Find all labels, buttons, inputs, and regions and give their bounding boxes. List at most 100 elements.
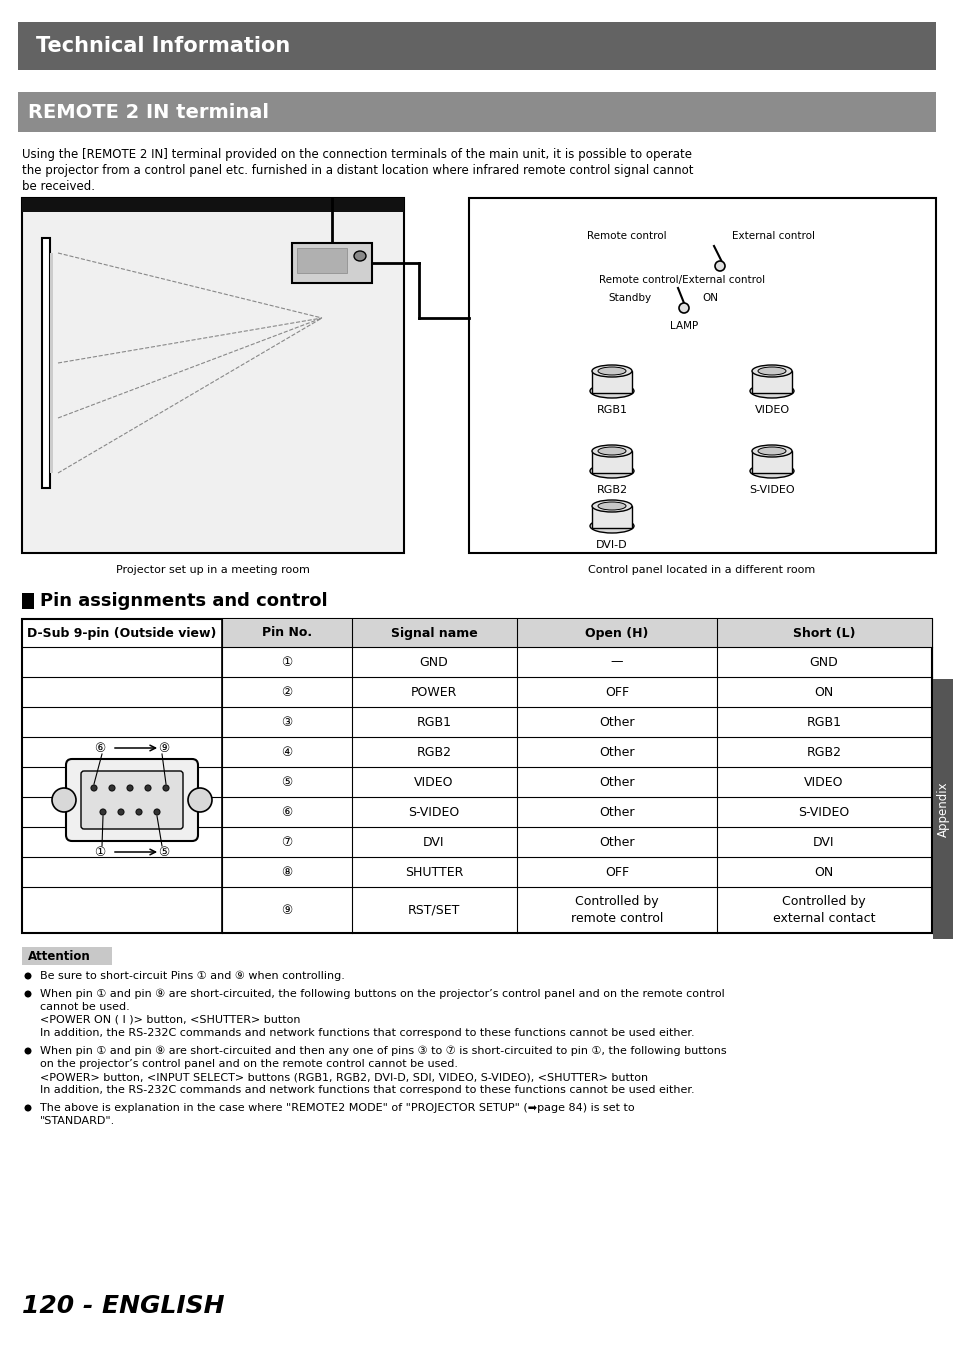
Ellipse shape bbox=[354, 251, 366, 261]
Text: Standby: Standby bbox=[608, 293, 651, 302]
Circle shape bbox=[109, 784, 115, 791]
Text: ON: ON bbox=[701, 293, 718, 302]
Ellipse shape bbox=[751, 446, 791, 458]
Text: <POWER> button, <INPUT SELECT> buttons (RGB1, RGB2, DVI-D, SDI, VIDEO, S-VIDEO),: <POWER> button, <INPUT SELECT> buttons (… bbox=[40, 1072, 647, 1081]
Text: ①: ① bbox=[281, 656, 293, 668]
Text: ⑤: ⑤ bbox=[158, 845, 170, 859]
Text: ①: ① bbox=[94, 845, 106, 859]
Text: "STANDARD".: "STANDARD". bbox=[40, 1116, 115, 1126]
Text: <POWER ON ( I )> button, <SHUTTER> button: <POWER ON ( I )> button, <SHUTTER> butto… bbox=[40, 1015, 300, 1025]
Ellipse shape bbox=[758, 447, 785, 455]
Text: GND: GND bbox=[419, 656, 448, 668]
Bar bbox=[50, 252, 53, 472]
Text: Pin assignments and control: Pin assignments and control bbox=[40, 593, 327, 610]
Circle shape bbox=[127, 784, 132, 791]
Text: Controlled by
external contact: Controlled by external contact bbox=[772, 895, 874, 925]
Text: ④: ④ bbox=[281, 745, 293, 759]
Text: RGB2: RGB2 bbox=[805, 745, 841, 759]
Text: REMOTE 2 IN terminal: REMOTE 2 IN terminal bbox=[28, 103, 269, 122]
Circle shape bbox=[679, 302, 688, 313]
Text: RST/SET: RST/SET bbox=[407, 903, 459, 917]
Text: SHUTTER: SHUTTER bbox=[404, 865, 463, 879]
Circle shape bbox=[163, 784, 169, 791]
Text: VIDEO: VIDEO bbox=[803, 775, 842, 788]
Text: Projector set up in a meeting room: Projector set up in a meeting room bbox=[116, 566, 310, 575]
Bar bbox=[22, 198, 403, 212]
Text: ⑨: ⑨ bbox=[281, 903, 293, 917]
Text: ⑦: ⑦ bbox=[281, 836, 293, 849]
Text: DVI: DVI bbox=[423, 836, 444, 849]
Ellipse shape bbox=[749, 464, 793, 478]
Text: RGB2: RGB2 bbox=[416, 745, 451, 759]
Bar bbox=[592, 506, 631, 528]
Text: The above is explanation in the case where "REMOTE2 MODE" of "PROJECTOR SETUP" (: The above is explanation in the case whe… bbox=[40, 1103, 634, 1112]
Text: OFF: OFF bbox=[604, 865, 628, 879]
Circle shape bbox=[714, 261, 724, 271]
Text: DVI: DVI bbox=[812, 836, 834, 849]
Ellipse shape bbox=[589, 518, 634, 533]
Bar bbox=[22, 620, 931, 933]
Text: In addition, the RS-232C commands and network functions that correspond to these: In addition, the RS-232C commands and ne… bbox=[40, 1027, 694, 1038]
Bar bbox=[222, 620, 931, 647]
Text: Remote control: Remote control bbox=[587, 231, 666, 242]
Bar bbox=[18, 92, 935, 132]
Text: VIDEO: VIDEO bbox=[754, 405, 789, 414]
Text: Appendix: Appendix bbox=[936, 782, 948, 837]
Bar bbox=[751, 451, 791, 472]
Circle shape bbox=[25, 1104, 31, 1111]
Bar bbox=[296, 248, 347, 273]
Ellipse shape bbox=[751, 364, 791, 377]
Text: POWER: POWER bbox=[411, 686, 456, 698]
Ellipse shape bbox=[749, 383, 793, 398]
Text: cannot be used.: cannot be used. bbox=[40, 1002, 130, 1012]
Text: Other: Other bbox=[598, 716, 634, 729]
Text: OFF: OFF bbox=[604, 686, 628, 698]
Text: External control: External control bbox=[731, 231, 814, 242]
Bar bbox=[932, 679, 953, 940]
Circle shape bbox=[25, 991, 31, 998]
Text: Signal name: Signal name bbox=[390, 626, 476, 640]
Text: S-VIDEO: S-VIDEO bbox=[748, 485, 794, 495]
Circle shape bbox=[25, 972, 31, 980]
Bar bbox=[592, 371, 631, 393]
Text: Control panel located in a different room: Control panel located in a different roo… bbox=[588, 566, 815, 575]
Bar bbox=[22, 593, 34, 609]
Ellipse shape bbox=[758, 367, 785, 375]
Circle shape bbox=[118, 809, 124, 815]
Text: In addition, the RS-232C commands and network functions that correspond to these: In addition, the RS-232C commands and ne… bbox=[40, 1085, 694, 1095]
Text: ⑤: ⑤ bbox=[281, 775, 293, 788]
Text: Other: Other bbox=[598, 836, 634, 849]
Text: When pin ① and pin ⑨ are short-circuited and then any one of pins ③ to ⑦ is shor: When pin ① and pin ⑨ are short-circuited… bbox=[40, 1046, 726, 1057]
Ellipse shape bbox=[598, 367, 625, 375]
Text: Remote control/External control: Remote control/External control bbox=[598, 275, 764, 285]
Bar bbox=[292, 243, 372, 284]
Text: RGB1: RGB1 bbox=[416, 716, 451, 729]
Bar bbox=[22, 946, 112, 965]
Text: Be sure to short-circuit Pins ① and ⑨ when controlling.: Be sure to short-circuit Pins ① and ⑨ wh… bbox=[40, 971, 345, 981]
Circle shape bbox=[25, 1048, 31, 1054]
Text: GND: GND bbox=[809, 656, 838, 668]
Ellipse shape bbox=[589, 383, 634, 398]
Text: When pin ① and pin ⑨ are short-circuited, the following buttons on the projector: When pin ① and pin ⑨ are short-circuited… bbox=[40, 990, 724, 999]
Text: the projector from a control panel etc. furnished in a distant location where in: the projector from a control panel etc. … bbox=[22, 163, 693, 177]
Text: Other: Other bbox=[598, 806, 634, 818]
Text: DVI-D: DVI-D bbox=[596, 540, 627, 549]
Text: Attention: Attention bbox=[28, 949, 91, 963]
Text: S-VIDEO: S-VIDEO bbox=[408, 806, 459, 818]
Text: RGB1: RGB1 bbox=[596, 405, 627, 414]
Text: LAMP: LAMP bbox=[669, 321, 698, 331]
Text: be received.: be received. bbox=[22, 180, 95, 193]
Circle shape bbox=[52, 788, 76, 811]
Bar bbox=[42, 238, 50, 487]
Text: D-Sub 9-pin (Outside view): D-Sub 9-pin (Outside view) bbox=[28, 626, 216, 640]
Text: VIDEO: VIDEO bbox=[414, 775, 454, 788]
Circle shape bbox=[91, 784, 97, 791]
Text: Open (H): Open (H) bbox=[585, 626, 648, 640]
Text: Other: Other bbox=[598, 745, 634, 759]
Text: ②: ② bbox=[281, 686, 293, 698]
Circle shape bbox=[145, 784, 151, 791]
Text: Technical Information: Technical Information bbox=[36, 36, 290, 55]
Ellipse shape bbox=[598, 502, 625, 510]
Bar bbox=[18, 22, 935, 70]
Text: 120 - ENGLISH: 120 - ENGLISH bbox=[22, 1295, 224, 1318]
